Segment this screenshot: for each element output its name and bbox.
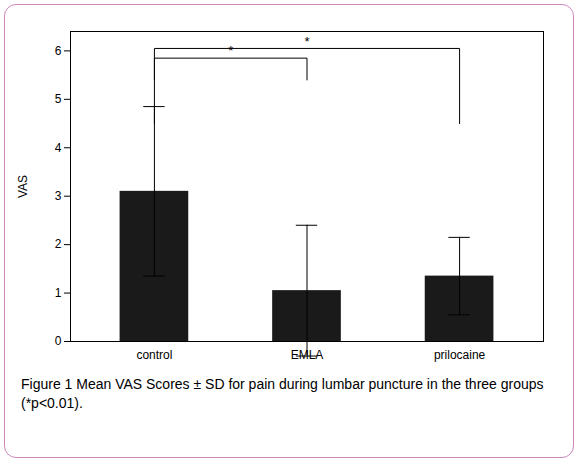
svg-text:*: * [228, 43, 233, 58]
svg-text:VAS: VAS [16, 175, 30, 198]
html-text:Figure 1 Mean VAS Scores ± SD: Figure 1 Mean VAS Scores ± SD for pain d… [21, 376, 544, 411]
svg-text:0: 0 [55, 334, 62, 348]
svg-text:4: 4 [55, 141, 62, 155]
svg-text:prilocaine: prilocaine [434, 348, 486, 362]
svg-text:3: 3 [55, 189, 62, 203]
svg-text:1: 1 [55, 286, 62, 300]
svg-text:6: 6 [55, 44, 62, 58]
svg-text:2: 2 [55, 237, 62, 251]
svg-text:control: control [136, 348, 172, 362]
svg-text:EMLA: EMLA [290, 348, 324, 362]
svg-text:*: * [304, 34, 309, 49]
svg-text:5: 5 [55, 92, 62, 106]
